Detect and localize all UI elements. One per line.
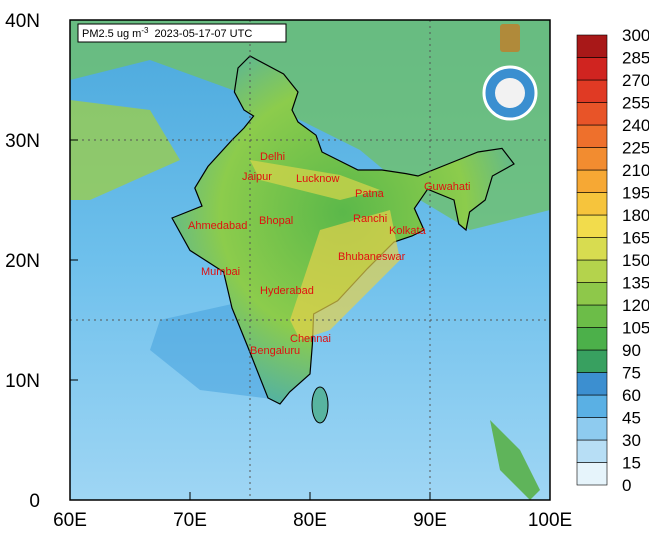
malay-land <box>490 420 540 500</box>
city-label: Hyderabad <box>260 285 314 297</box>
city-label: Delhi <box>260 151 285 163</box>
city-label: Guwahati <box>424 181 470 193</box>
x-axis-label: 60E <box>53 510 87 531</box>
city-label: Patna <box>355 188 385 200</box>
sri-lanka <box>311 386 329 424</box>
colorbar-label: 210 <box>622 161 649 180</box>
haze-north <box>250 160 380 200</box>
colorbar-label: 255 <box>622 94 649 113</box>
colorbar-swatch <box>576 439 608 463</box>
colorbar-label: 120 <box>622 296 649 315</box>
colorbar-label: 105 <box>622 319 649 338</box>
y-axis-label: 40N <box>5 11 40 32</box>
colorbar-label: 150 <box>622 251 649 270</box>
title: PM2.5 ug m-3 2023-05-17-07 UTC <box>82 26 252 40</box>
west-land <box>70 100 180 200</box>
colorbar-swatch <box>576 102 608 126</box>
colorbar-swatch <box>576 124 608 148</box>
colorbar-swatch <box>576 462 608 486</box>
colorbar-label: 165 <box>622 229 649 248</box>
colorbar-label: 225 <box>622 139 649 158</box>
city-label: Kolkata <box>389 225 427 237</box>
colorbar-label: 270 <box>622 71 649 90</box>
haze-east <box>290 210 400 340</box>
title-text: PM2.5 ug m <box>82 28 141 40</box>
city-label: Ahmedabad <box>188 220 247 232</box>
colorbar-swatch <box>576 282 608 306</box>
colorbar: 0 15 30 45 60 75 90 105 120 135 150 165 180 195 210 225… <box>576 26 649 495</box>
colorbar-swatch <box>576 147 608 171</box>
colorbar-swatch <box>576 192 608 216</box>
map-area: PM2.5 ug m-3 2023-05-17-07 UTC Delhi Jaip… <box>69 19 551 501</box>
axes: 40N 30N 20N 10N 0 60E 70E 80E 90E 100E <box>5 11 572 531</box>
colorbar-swatch <box>576 169 608 193</box>
colorbar-label: 0 <box>622 476 631 495</box>
colorbar-swatch <box>576 259 608 283</box>
y-axis-label: 10N <box>5 371 40 392</box>
city-label: Jaipur <box>242 171 272 183</box>
x-axis-label: 100E <box>528 510 572 531</box>
x-axis-label: 80E <box>293 510 327 531</box>
colorbar-label: 180 <box>622 206 649 225</box>
colorbar-swatch <box>576 57 608 81</box>
city-label: Mumbai <box>201 266 240 278</box>
colorbar-swatch <box>576 327 608 351</box>
city-label: Chennai <box>290 333 331 345</box>
colorbar-label: 300 <box>622 26 649 45</box>
logo <box>482 24 538 121</box>
colorbar-label: 240 <box>622 116 649 135</box>
colorbar-swatch <box>576 304 608 328</box>
colorbar-label: 285 <box>622 49 649 68</box>
y-axis-label: 30N <box>5 131 40 152</box>
y-axis-label: 20N <box>5 251 40 272</box>
title-box <box>77 23 287 43</box>
x-axis-label: 90E <box>413 510 447 531</box>
city-label: Ranchi <box>353 213 387 225</box>
colorbar-swatch <box>576 34 608 58</box>
x-axis-label: 70E <box>173 510 207 531</box>
colorbar-label: 30 <box>622 431 641 450</box>
colorbar-label: 60 <box>622 386 641 405</box>
grid <box>70 20 550 500</box>
colorbar-label: 90 <box>622 341 641 360</box>
colorbar-label: 75 <box>622 364 641 383</box>
colorbar-swatch <box>576 237 608 261</box>
timestamp: 2023-05-17-07 UTC <box>154 28 252 40</box>
city-label: Bhopal <box>259 215 293 227</box>
colorbar-swatch <box>576 417 608 441</box>
colorbar-label: 195 <box>622 184 649 203</box>
city-label: Bengaluru <box>250 345 300 357</box>
colorbar-swatch <box>576 394 608 418</box>
city-label: Bhubaneswar <box>338 251 406 263</box>
colorbar-label: 135 <box>622 274 649 293</box>
colorbar-label: 45 <box>622 409 641 428</box>
colorbar-swatch <box>576 372 608 396</box>
cities: Delhi Jaipur Lucknow Patna Guwahati Ahme… <box>188 151 470 357</box>
title-sup: -3 <box>141 26 149 35</box>
colorbar-swatch <box>576 349 608 373</box>
colorbar-swatch <box>576 214 608 238</box>
colorbar-label: 15 <box>622 454 641 473</box>
colorbar-swatch <box>576 79 608 103</box>
y-axis-label: 0 <box>29 491 40 512</box>
city-label: Lucknow <box>296 173 339 185</box>
